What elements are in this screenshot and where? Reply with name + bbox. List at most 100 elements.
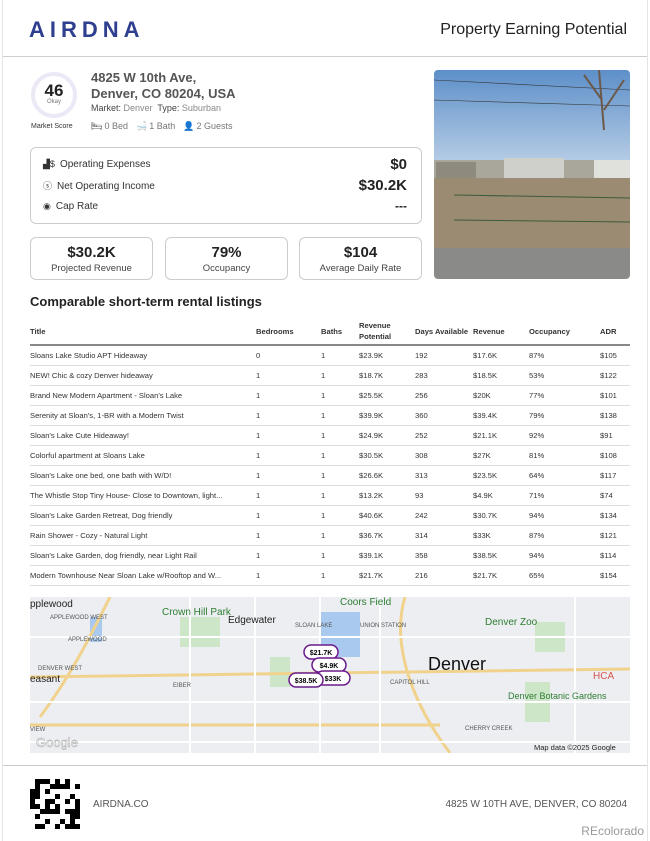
column-header: Occupancy: [529, 318, 600, 346]
noi-label: Net Operating Income: [57, 181, 155, 192]
market-score-caption: Market Score: [31, 123, 73, 130]
table-cell: $17.6K: [473, 345, 529, 366]
column-header: Title: [30, 318, 256, 346]
table-cell: 1: [321, 545, 359, 566]
kpi-label: Projected Revenue: [51, 263, 132, 274]
table-row[interactable]: NEW! Chic & cozy Denver hideaway 1 1 $18.7K…: [30, 365, 630, 386]
property-features: 🛏 0 Bed 🛁 1 Bath 👤 2 Guests: [91, 121, 232, 132]
table-cell: 1: [321, 385, 359, 406]
kpi-value: 79%: [211, 244, 242, 261]
table-row[interactable]: Sloans Lake Studio APT Hideaway 0 1 $23.9K 1…: [30, 345, 630, 366]
listing-marker[interactable]: $38.5K: [288, 672, 324, 688]
kpi-value: $30.2K: [67, 244, 116, 261]
table-cell: 0: [256, 345, 321, 366]
table-cell: $30.7K: [473, 505, 529, 526]
table-row[interactable]: Colorful apartment at Sloans Lake 1 1 $30.5…: [30, 445, 630, 466]
table-cell: 1: [321, 465, 359, 486]
map-label: VIEW: [30, 727, 46, 733]
table-row[interactable]: The Whistle Stop Tiny House- Close to Do…: [30, 485, 630, 506]
table-cell: $114: [600, 545, 630, 566]
listing-marker[interactable]: $33K: [315, 670, 351, 686]
table-cell: 65%: [529, 565, 600, 586]
table-cell: $138: [600, 405, 630, 426]
table-cell: 313: [415, 465, 473, 486]
table-row[interactable]: Sloan's Lake Garden Retreat, Dog friendl…: [30, 505, 630, 526]
column-header: Days Available: [415, 318, 473, 346]
kpi-adr: $104 Average Daily Rate: [299, 237, 422, 280]
market-score-rating: Okay: [46, 99, 61, 105]
operating-expenses-label: Operating Expenses: [59, 159, 151, 170]
table-cell: 1: [256, 485, 321, 506]
airdna-logo[interactable]: AIRDNA: [29, 17, 145, 42]
financials-card: ▟$ Operating Expenses $0 ⓢ Net Operating I…: [30, 147, 422, 224]
table-row[interactable]: Rain Shower - Cozy - Natural Light 1 1 $36.…: [30, 525, 630, 546]
table-cell: $122: [600, 365, 630, 386]
table-cell: 53%: [529, 365, 600, 386]
table-cell: $39.4K: [473, 405, 529, 426]
table-cell: 1: [321, 405, 359, 426]
footer-site-link[interactable]: AIRDNA.CO: [93, 799, 149, 810]
table-cell: 71%: [529, 485, 600, 506]
kpi-label: Average Daily Rate: [319, 263, 402, 274]
table-cell: $21.1K: [473, 425, 529, 446]
table-cell: 1: [321, 485, 359, 506]
table-cell: 252: [415, 425, 473, 446]
table-cell: 1: [321, 525, 359, 546]
cap-rate-icon: ◉: [43, 200, 51, 211]
table-cell: 1: [256, 545, 321, 566]
table-cell: 1: [256, 365, 321, 386]
map-label: HCA: [593, 671, 614, 682]
map-label: pplewood: [30, 599, 73, 610]
cap-rate-label: Cap Rate: [55, 200, 99, 212]
table-cell: 256: [415, 385, 473, 406]
comps-table: Title Bedrooms Baths Revenue Potential Days …: [30, 318, 630, 586]
table-cell: $20K: [473, 385, 529, 406]
net-operating-income-row: ⓢ Net Operating Income $30.2K: [43, 177, 407, 194]
table-row[interactable]: Sloan's Lake Garden, dog friendly, near …: [30, 545, 630, 566]
table-cell: $154: [600, 565, 630, 586]
table-row[interactable]: Sloan's Lake Cute Hideaway! 1 1 $24.9K 252 $2…: [30, 425, 630, 446]
table-cell: $121: [600, 525, 630, 546]
column-header: Baths: [321, 318, 359, 346]
type-label: Type:: [157, 103, 180, 113]
marker-label: $21.7K: [310, 650, 333, 657]
marker-label: $4.9K: [320, 663, 339, 670]
listing-marker[interactable]: $4.9K: [311, 657, 347, 673]
map-label: CAPITOL HILL: [390, 680, 430, 686]
column-header: Revenue Potential: [359, 318, 415, 346]
table-cell: $74: [600, 485, 630, 506]
table-row[interactable]: Modern Townhouse Near Sloan Lake w/Rooft…: [30, 565, 630, 586]
market-label: Market:: [91, 103, 122, 113]
table-cell: Serenity at Sloan's, 1-BR with a Modern …: [30, 405, 256, 426]
map-attribution: Map data ©2025 Google: [534, 743, 616, 752]
table-cell: $36.7K: [359, 525, 415, 546]
map-label: Denver Botanic Gardens: [508, 691, 607, 701]
beds: 0 Bed: [104, 121, 128, 131]
table-header-row: Title Bedrooms Baths Revenue Potential Days …: [30, 318, 630, 346]
address-line2: Denver, CO 80204, USA: [91, 86, 236, 101]
comps-map[interactable]: pplewood APPLEWOOD WEST Crown Hill Park APP…: [30, 597, 630, 753]
table-cell: 1: [256, 465, 321, 486]
table-cell: 93: [415, 485, 473, 506]
kpi-value: $104: [343, 244, 378, 261]
guests: 2 Guests: [196, 121, 233, 131]
table-cell: The Whistle Stop Tiny House- Close to Do…: [30, 485, 256, 506]
kpi-projected-revenue: $30.2K Projected Revenue: [30, 237, 153, 280]
table-cell: 1: [256, 565, 321, 586]
map-label: DENVER WEST: [38, 666, 82, 672]
table-row[interactable]: Sloan's Lake one bed, one bath with W/D!…: [30, 465, 630, 486]
kpi-label: Occupancy: [202, 263, 251, 274]
table-cell: $40.6K: [359, 505, 415, 526]
table-row[interactable]: Brand New Modern Apartment - Sloan's Lak…: [30, 385, 630, 406]
listing-marker[interactable]: $21.7K: [303, 644, 339, 660]
map-label: APPLEWOOD: [68, 637, 107, 643]
table-cell: Modern Townhouse Near Sloan Lake w/Rooft…: [30, 565, 256, 586]
table-cell: 192: [415, 345, 473, 366]
map-label: CHERRY CREEK: [465, 726, 512, 732]
table-cell: Sloan's Lake Cute Hideaway!: [30, 425, 256, 446]
property-photo: [434, 70, 630, 279]
bed-icon: 🛏: [91, 121, 103, 131]
map-label: SLOAN LAKE: [295, 623, 332, 629]
table-row[interactable]: Serenity at Sloan's, 1-BR with a Modern …: [30, 405, 630, 426]
bath-icon: 🛁: [135, 121, 148, 131]
